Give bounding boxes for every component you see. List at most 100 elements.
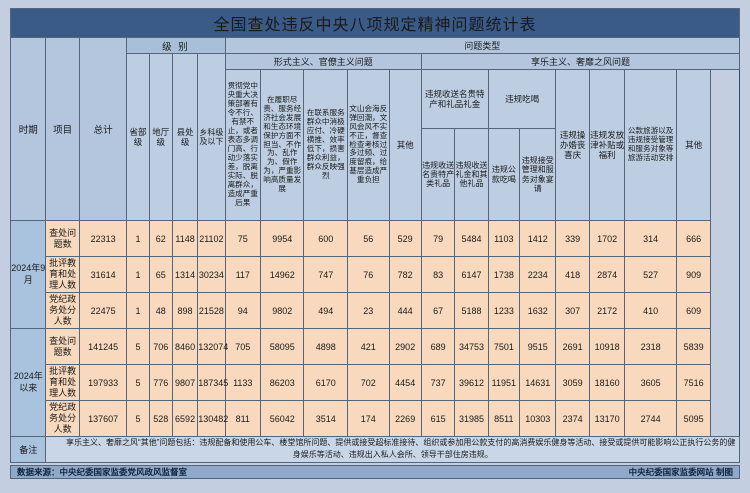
row-item-label: 党纪政务处分人数	[45, 400, 80, 437]
cell: 9954	[259, 220, 305, 257]
cell: 197933	[78, 364, 128, 401]
header-row-groups: 省部级 地厅级 县处级 乡科级及以下 形式主义、官僚主义问题 享乐主义、奢靡之风…	[11, 53, 741, 221]
th-problem-type: 问题类型	[224, 37, 741, 54]
cell: 2318	[624, 328, 677, 365]
cell: 4454	[388, 364, 422, 401]
cell: 2172	[588, 292, 626, 329]
th-group-hedonism: 享乐主义、奢靡之风问题	[420, 53, 741, 70]
cell: 14962	[259, 256, 305, 293]
table-row: 党纪政务处分人数 137607 5 528 6592 130482 811 56…	[11, 400, 740, 437]
cell: 14631	[519, 364, 557, 401]
cell: 776	[148, 364, 173, 401]
cell: 1702	[588, 220, 626, 257]
cell: 8460	[171, 328, 199, 365]
cell: 528	[148, 400, 173, 437]
cell: 421	[347, 328, 390, 365]
cell: 5095	[675, 400, 712, 437]
cell: 22313	[78, 220, 128, 257]
cell: 1133	[224, 364, 261, 401]
cell: 410	[624, 292, 677, 329]
cell: 529	[388, 220, 422, 257]
cell: 1	[126, 220, 150, 257]
cell: 3059	[555, 364, 590, 401]
th-formalism-2: 在履职尽责、服务经济社会发展和生态环境保护方面不担当、不作为、乱作为、假作为，严…	[259, 69, 305, 221]
cell: 898	[171, 292, 199, 329]
row-item-label: 查处问题数	[45, 328, 80, 365]
cell: 666	[675, 220, 712, 257]
table-row: 党纪政务处分人数 22475 1 48 898 21528 94 9802 49…	[11, 292, 740, 329]
cell: 7516	[675, 364, 712, 401]
cell: 706	[148, 328, 173, 365]
th-hedonism-subsidy: 违规发放津补贴或福利	[588, 69, 626, 221]
cell: 9802	[259, 292, 305, 329]
cell: 609	[675, 292, 712, 329]
cell: 418	[555, 256, 590, 293]
cell: 67	[420, 292, 456, 329]
cell: 909	[675, 256, 712, 293]
cell: 75	[224, 220, 261, 257]
th-level-xiangke: 乡科级及以下	[197, 53, 226, 221]
th-level-sheng: 省部级	[126, 53, 150, 221]
cell: 10303	[519, 400, 557, 437]
cell: 2691	[555, 328, 590, 365]
cell: 5484	[454, 220, 489, 257]
cell: 782	[388, 256, 422, 293]
cell: 494	[303, 292, 348, 329]
cell: 3514	[303, 400, 348, 437]
cell: 13170	[588, 400, 626, 437]
cell: 1103	[487, 220, 521, 257]
table-row: 2024年以来 查处问题数 141245 5 706 8460 132074 7…	[9, 328, 740, 437]
statistics-table: 全国查处违反中央八项规定精神问题统计表 时期 项目 总计 级 别 问题类型 省部…	[9, 8, 741, 463]
cell: 5	[126, 364, 150, 401]
cell: 2874	[588, 256, 626, 293]
cell: 65	[148, 256, 173, 293]
cell: 31614	[78, 256, 128, 293]
cell: 141245	[78, 328, 128, 365]
cell: 600	[303, 220, 348, 257]
title-row: 全国查处违反中央八项规定精神问题统计表	[10, 8, 740, 38]
cell: 4898	[303, 328, 348, 365]
cell: 1233	[487, 292, 521, 329]
cell: 62	[148, 220, 173, 257]
row-item-label: 查处问题数	[45, 220, 80, 257]
cell: 6170	[303, 364, 348, 401]
page-title: 全国查处违反中央八项规定精神问题统计表	[10, 8, 740, 38]
cell: 1738	[487, 256, 521, 293]
th-formalism-other: 其他	[388, 69, 422, 221]
th-formalism-1: 贯彻党中央重大决策部署有令不行、有禁不止，或者表态多调门高、行动少落实差，脱离实…	[224, 69, 261, 221]
table-row: 批评教育和处理人数 31614 1 65 1314 30234 117 1496…	[11, 256, 740, 293]
th-formalism-3: 在联系服务群众中消极应付、冷硬横推、效率低下，损害群众利益，群众反映强烈	[303, 69, 348, 221]
th-hedonism-other: 其他	[675, 69, 712, 221]
cell: 8511	[487, 400, 521, 437]
th-eat-banquet: 违规接受管理和服务对象宴请	[519, 128, 557, 221]
cell: 1314	[171, 256, 199, 293]
row-period-1: 2024年以来	[9, 328, 47, 437]
row-item-label: 党纪政务处分人数	[45, 292, 80, 329]
cell: 811	[224, 400, 261, 437]
cell: 174	[347, 400, 390, 437]
cell: 689	[420, 328, 456, 365]
cell: 130482	[197, 400, 228, 437]
cell: 18160	[588, 364, 626, 401]
th-group-formalism: 形式主义、官僚主义问题	[224, 53, 422, 70]
notes-row: 备注 享乐主义、奢靡之风“其他”问题包括：违规配备和使用公车、楼堂馆所问题、提供…	[9, 436, 740, 463]
th-level-xianchu: 县处级	[171, 53, 199, 221]
cell: 86203	[259, 364, 305, 401]
data-source: 数据来源：中央纪委国家监委党风政风监督室	[17, 466, 188, 477]
cell: 56	[347, 220, 390, 257]
cell: 23	[347, 292, 390, 329]
credit: 中央纪委国家监委网站 制图	[628, 466, 733, 477]
row-item-label: 批评教育和处理人数	[45, 364, 80, 401]
header-row-sub-groups: 贯彻党中央重大决策部署有令不行、有禁不止，或者表态多调门高、行动少落实差，脱离实…	[11, 69, 740, 221]
notes-label: 备注	[9, 436, 47, 463]
th-total: 总计	[78, 37, 128, 221]
th-period: 时期	[9, 37, 47, 221]
cell: 307	[555, 292, 590, 329]
th-hedonism-travel: 公款旅游以及违规接受管理和服务对象等旅游活动安排	[624, 69, 677, 221]
cell: 11951	[487, 364, 521, 401]
cell: 1412	[519, 220, 557, 257]
cell: 187345	[197, 364, 228, 401]
cell: 3605	[624, 364, 677, 401]
cell: 132074	[197, 328, 228, 365]
